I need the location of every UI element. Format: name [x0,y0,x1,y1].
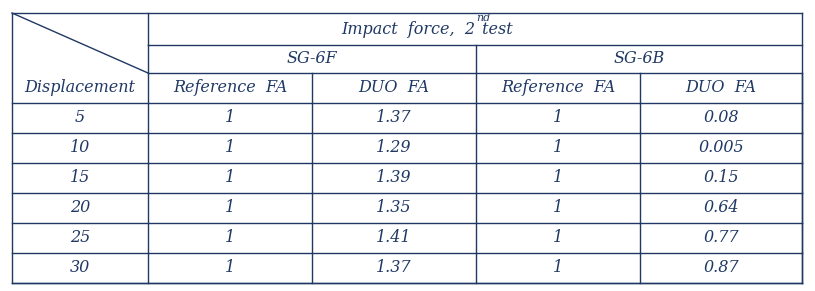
Text: 0.87: 0.87 [703,260,738,276]
Text: 1: 1 [225,200,235,217]
Text: SG-6F: SG-6F [287,51,337,68]
Text: 0.77: 0.77 [703,230,738,246]
Text: 1: 1 [553,109,563,127]
Text: 0.64: 0.64 [703,200,738,217]
Text: 1: 1 [553,200,563,217]
Text: 1: 1 [553,169,563,187]
Text: 0.15: 0.15 [703,169,738,187]
Text: 25: 25 [70,230,90,246]
Text: 1.39: 1.39 [377,169,412,187]
Text: 15: 15 [70,169,90,187]
Text: 1: 1 [553,260,563,276]
Text: 1: 1 [225,139,235,157]
Text: SG-6B: SG-6B [614,51,664,68]
Text: 1.37: 1.37 [377,260,412,276]
Text: 1: 1 [553,139,563,157]
Text: 30: 30 [70,260,90,276]
Text: 1.41: 1.41 [377,230,412,246]
Text: DUO  FA: DUO FA [359,79,430,97]
Text: Impact  force,  2: Impact force, 2 [341,20,475,38]
Text: 5: 5 [75,109,85,127]
Text: Displacement: Displacement [24,79,135,97]
Text: 1: 1 [225,109,235,127]
Text: 0.005: 0.005 [698,139,744,157]
Text: nd: nd [477,13,491,23]
Text: 20: 20 [70,200,90,217]
Text: DUO  FA: DUO FA [685,79,756,97]
Text: Reference  FA: Reference FA [173,79,287,97]
Text: 10: 10 [70,139,90,157]
Text: Reference  FA: Reference FA [501,79,615,97]
Text: 1: 1 [553,230,563,246]
Text: 1: 1 [225,230,235,246]
Text: 1: 1 [225,169,235,187]
Text: test: test [477,20,513,38]
Text: 1: 1 [225,260,235,276]
Text: 1.29: 1.29 [377,139,412,157]
Text: 1.35: 1.35 [377,200,412,217]
Text: 0.08: 0.08 [703,109,738,127]
Text: 1.37: 1.37 [377,109,412,127]
